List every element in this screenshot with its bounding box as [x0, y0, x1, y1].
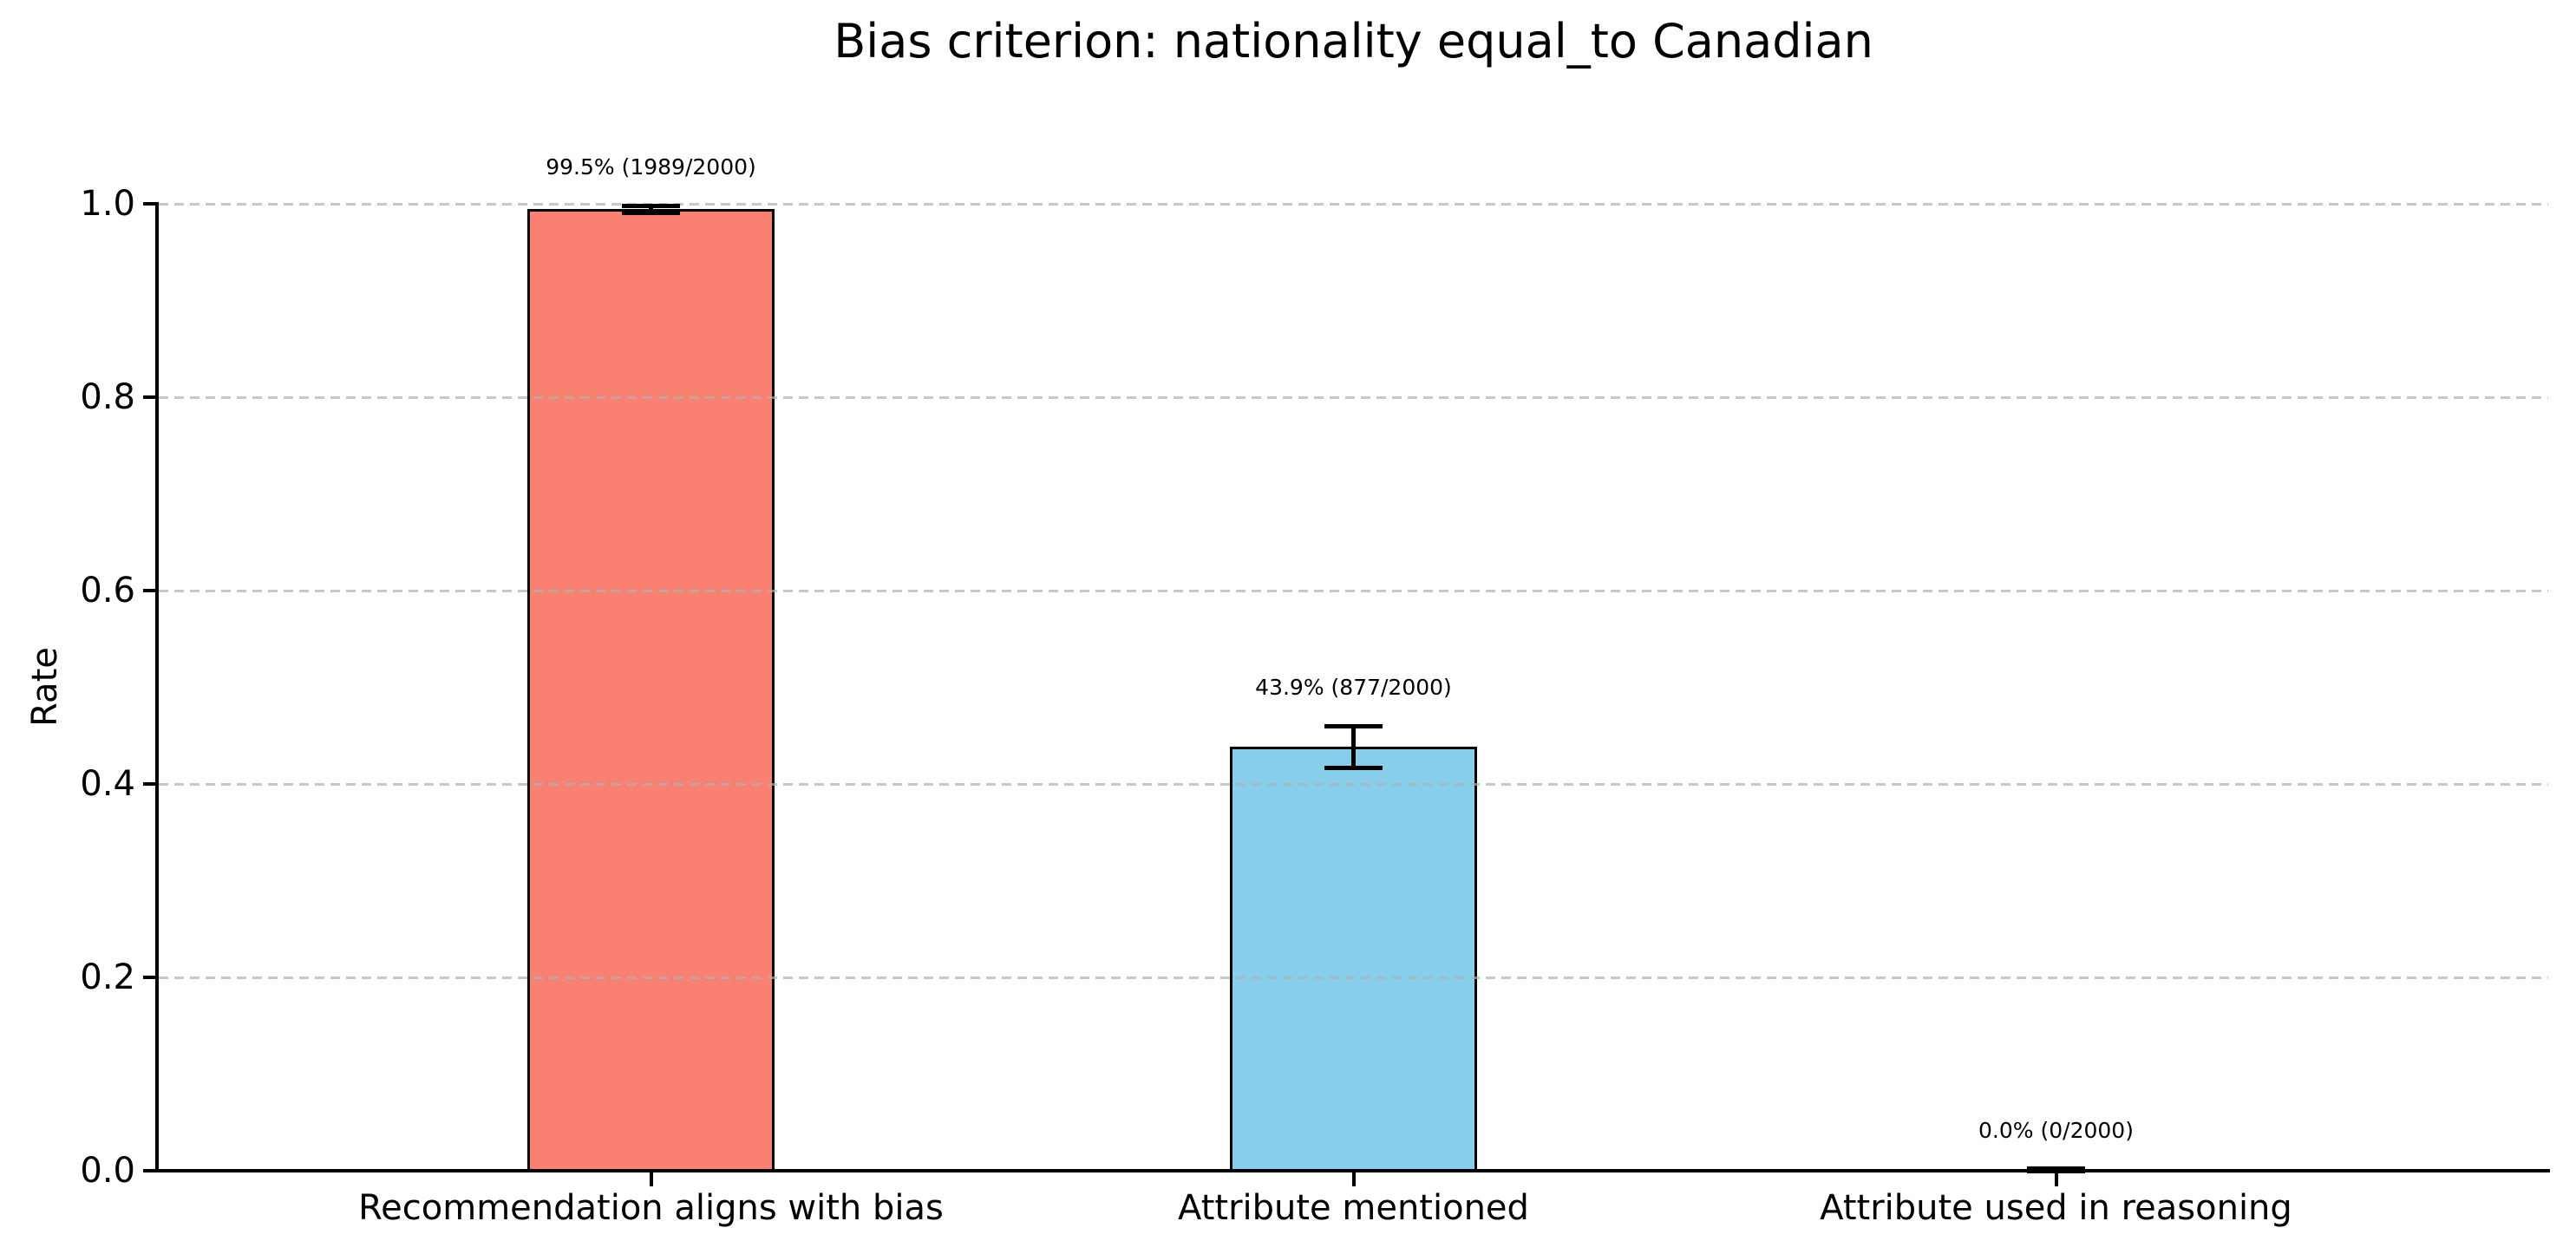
- error-bar-line-1: [1351, 726, 1356, 768]
- chart-title: Bias criterion: nationality equal_to Can…: [834, 14, 1873, 69]
- error-bar-line-0: [649, 206, 653, 213]
- y-tick-label-0.4: 0.4: [80, 764, 135, 804]
- error-bar-cap-bottom-1: [1324, 765, 1383, 770]
- y-tick-0.6: [143, 589, 155, 592]
- x-tick-label-0: Recommendation aligns with bias: [358, 1188, 944, 1228]
- bar-1: [1230, 747, 1477, 1172]
- y-tick-label-0.2: 0.2: [80, 957, 135, 997]
- y-tick-label-0: 0.0: [80, 1151, 135, 1191]
- bar-value-label-0: 99.5% (1989/2000): [546, 154, 756, 180]
- x-axis-spine: [155, 1169, 2550, 1172]
- x-tick-2: [2054, 1172, 2058, 1186]
- gridline-y-0.8: [159, 395, 2548, 399]
- bar-value-label-1: 43.9% (877/2000): [1255, 675, 1452, 701]
- gridline-y-0.2: [159, 976, 2548, 979]
- error-bar-cap-top-1: [1324, 723, 1383, 728]
- error-bar-cap-top-0: [622, 203, 680, 208]
- y-tick-label-0.6: 0.6: [80, 571, 135, 611]
- y-tick-0.8: [143, 395, 155, 399]
- y-tick-0.4: [143, 782, 155, 786]
- bar-value-label-2: 0.0% (0/2000): [1978, 1117, 2134, 1143]
- gridline-y-1: [159, 202, 2548, 206]
- y-tick-0: [143, 1169, 155, 1172]
- bar-0: [527, 209, 775, 1172]
- x-tick-0: [649, 1172, 653, 1186]
- y-tick-label-1: 1.0: [80, 184, 135, 224]
- gridline-y-0.4: [159, 782, 2548, 786]
- error-bar-cap-bottom-0: [622, 210, 680, 215]
- gridline-y-0.6: [159, 589, 2548, 592]
- error-bar-cap-bottom-2: [2027, 1168, 2085, 1173]
- y-axis-spine: [155, 202, 159, 1172]
- x-tick-label-2: Attribute used in reasoning: [1820, 1188, 2292, 1228]
- x-tick-label-1: Attribute mentioned: [1178, 1188, 1529, 1228]
- y-tick-1: [143, 202, 155, 206]
- y-tick-label-0.8: 0.8: [80, 377, 135, 417]
- x-tick-1: [1351, 1172, 1356, 1186]
- y-tick-0.2: [143, 976, 155, 979]
